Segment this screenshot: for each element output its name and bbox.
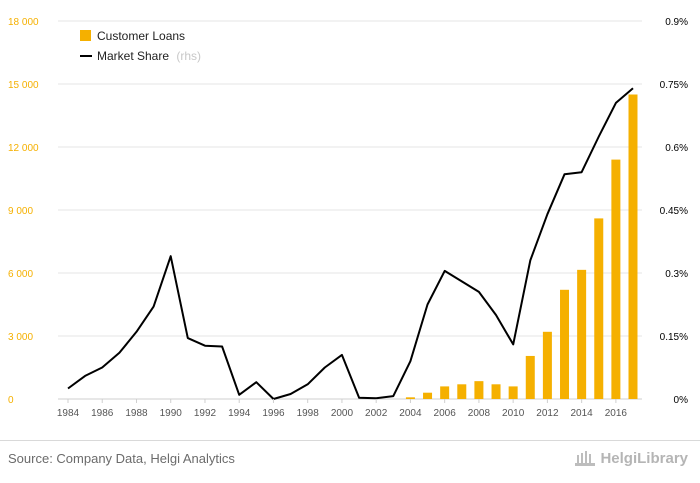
left-tick-label: 18 000 bbox=[8, 17, 39, 28]
bar bbox=[594, 218, 604, 399]
legend-swatch-customer-loans bbox=[80, 30, 91, 41]
chart: 0 3 000 6 000 9 000 12 000 15 000 18 000 0% 0.1… bbox=[8, 17, 688, 419]
bar-series-customer-loans bbox=[405, 94, 638, 399]
left-axis-ticks: 0 3 000 6 000 9 000 12 000 15 000 18 000 bbox=[8, 17, 39, 406]
left-tick-label: 3 000 bbox=[8, 332, 33, 343]
right-tick-label: 0.15% bbox=[660, 332, 688, 343]
bar bbox=[474, 381, 484, 399]
x-tick-label: 2000 bbox=[331, 408, 354, 419]
right-tick-label: 0.3% bbox=[665, 269, 688, 280]
legend-suffix-rhs: (rhs) bbox=[176, 49, 201, 63]
bar bbox=[560, 289, 570, 399]
bar bbox=[405, 397, 415, 399]
source-note: Source: Company Data, Helgi Analytics bbox=[8, 451, 235, 466]
left-tick-label: 6 000 bbox=[8, 269, 33, 280]
legend-label-market-share: Market Share bbox=[97, 49, 169, 63]
legend: Customer Loans Market Share (rhs) bbox=[80, 29, 201, 63]
x-tick-label: 2006 bbox=[434, 408, 457, 419]
x-tick-label: 1986 bbox=[91, 408, 114, 419]
bar bbox=[628, 94, 638, 399]
legend-item-market-share[interactable]: Market Share (rhs) bbox=[80, 49, 201, 63]
market-share-line bbox=[67, 87, 634, 400]
bar bbox=[577, 269, 587, 399]
x-tick-label: 1992 bbox=[194, 408, 217, 419]
right-axis-ticks: 0% 0.15% 0.3% 0.45% 0.6% 0.75% 0.9% bbox=[660, 17, 688, 406]
x-tick-label: 2014 bbox=[571, 408, 594, 419]
right-tick-label: 0.75% bbox=[660, 80, 688, 91]
left-tick-label: 9 000 bbox=[8, 206, 33, 217]
x-tick-label: 2012 bbox=[536, 408, 559, 419]
svg-text:Market Share (rhs): Market Share (rhs) bbox=[97, 49, 201, 63]
line-series-market-share bbox=[67, 87, 634, 400]
x-tick-label: 2002 bbox=[365, 408, 388, 419]
left-tick-label: 0 bbox=[8, 395, 14, 406]
gridlines bbox=[58, 20, 642, 400]
bar bbox=[525, 355, 535, 399]
left-tick-label: 15 000 bbox=[8, 80, 39, 91]
bar bbox=[440, 386, 450, 399]
bar bbox=[542, 331, 552, 399]
bar bbox=[457, 384, 467, 399]
left-tick-label: 12 000 bbox=[8, 143, 39, 154]
x-tick-label: 1984 bbox=[57, 408, 80, 419]
bar bbox=[423, 392, 433, 399]
x-tick-label: 1996 bbox=[262, 408, 285, 419]
x-tick-label: 2008 bbox=[468, 408, 491, 419]
bar bbox=[491, 384, 501, 399]
bar bbox=[508, 386, 518, 399]
right-tick-label: 0.45% bbox=[660, 206, 688, 217]
x-axis-ticks: 1984 1986 1988 1990 1992 1994 1996 1998 2000 2002… bbox=[57, 399, 628, 419]
right-tick-label: 0.6% bbox=[665, 143, 688, 154]
legend-item-customer-loans[interactable]: Customer Loans bbox=[80, 29, 185, 43]
x-tick-label: 2016 bbox=[605, 408, 628, 419]
bar bbox=[611, 159, 621, 399]
brand-logo[interactable]: HelgiLibrary bbox=[574, 449, 688, 467]
x-tick-label: 2010 bbox=[502, 408, 525, 419]
x-tick-label: 2004 bbox=[399, 408, 422, 419]
x-tick-label: 1990 bbox=[160, 408, 183, 419]
legend-label-customer-loans: Customer Loans bbox=[97, 29, 185, 43]
x-tick-label: 1988 bbox=[125, 408, 148, 419]
right-tick-label: 0.9% bbox=[665, 17, 688, 28]
footer-divider bbox=[0, 440, 700, 441]
x-tick-label: 1994 bbox=[228, 408, 251, 419]
x-tick-label: 1998 bbox=[297, 408, 320, 419]
brand-name: HelgiLibrary bbox=[600, 449, 688, 467]
library-icon bbox=[575, 451, 596, 466]
right-tick-label: 0% bbox=[674, 395, 689, 406]
